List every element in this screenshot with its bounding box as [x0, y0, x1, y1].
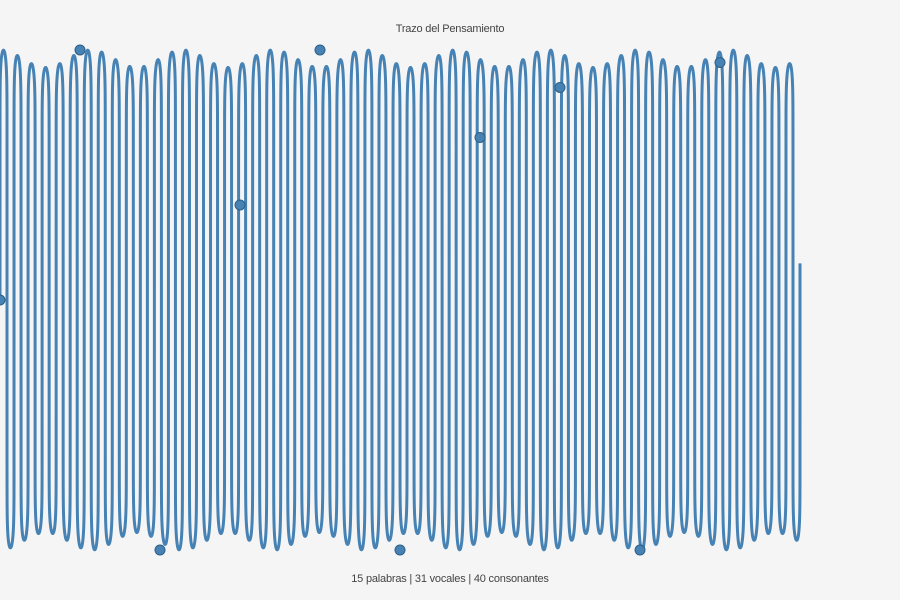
trace-line [0, 48, 802, 552]
chart-title: Trazo del Pensamiento [395, 23, 505, 35]
marker-layer [0, 44, 726, 556]
data-point [554, 82, 566, 93]
data-point [714, 57, 726, 68]
data-point [634, 544, 646, 556]
data-point [474, 132, 486, 143]
data-point [74, 44, 86, 56]
trace-layer [0, 48, 802, 552]
data-point [314, 44, 326, 56]
data-point [234, 199, 246, 211]
data-point [0, 294, 6, 306]
data-point [394, 544, 406, 556]
data-point [154, 544, 166, 556]
stats-footer: 15 palabras | 31 vocales | 40 consonante… [351, 573, 549, 585]
